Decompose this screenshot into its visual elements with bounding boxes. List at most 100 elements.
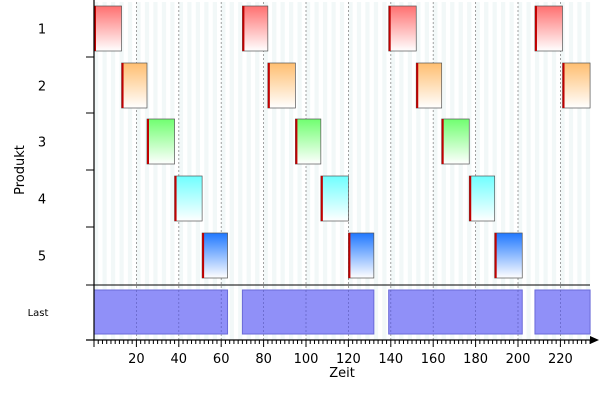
grid-band xyxy=(178,2,184,340)
grid-band xyxy=(119,2,124,340)
grid-band xyxy=(390,2,396,340)
grid-band xyxy=(306,2,311,340)
x-tick-label: 220 xyxy=(548,352,573,367)
y-axis-title: Produkt xyxy=(13,145,28,195)
grid-band xyxy=(467,2,472,340)
grid-band xyxy=(127,2,133,340)
task-bar-edge xyxy=(388,6,391,51)
grid-band xyxy=(543,2,548,340)
grid-band xyxy=(246,2,251,340)
grid-band xyxy=(187,2,192,340)
grid-band xyxy=(221,2,226,340)
task-bar-edge xyxy=(534,6,537,51)
grid-band xyxy=(365,2,370,340)
load-bar xyxy=(534,289,591,335)
grid-band xyxy=(212,2,217,340)
x-tick-label: 80 xyxy=(255,352,272,367)
task-bar-product-3 xyxy=(441,118,470,165)
task-bar-product-3 xyxy=(146,118,175,165)
task-bar-product-4 xyxy=(174,175,203,222)
x-tick-label: 40 xyxy=(171,352,188,367)
grid-band xyxy=(518,2,523,340)
task-bar-edge xyxy=(320,176,323,221)
task-bar-product-2 xyxy=(121,62,148,109)
grid-band xyxy=(339,2,345,340)
grid-band xyxy=(568,2,574,340)
task-bar-product-2 xyxy=(267,62,296,109)
task-bar-product-1 xyxy=(534,5,563,52)
grid-band xyxy=(560,2,565,340)
task-bar-edge xyxy=(147,119,149,164)
y-tick-label: 5 xyxy=(38,250,46,265)
grid-band xyxy=(509,2,514,340)
grid-band xyxy=(441,2,446,340)
task-bar-product-1 xyxy=(242,5,269,52)
axes xyxy=(86,0,599,347)
task-bar-edge xyxy=(202,233,205,278)
grid-band xyxy=(229,2,234,340)
x-axis-arrow xyxy=(590,336,599,344)
x-tick-label: 100 xyxy=(294,352,319,367)
grid-band xyxy=(314,2,319,340)
task-bar-edge xyxy=(267,63,270,108)
x-tick-label: 200 xyxy=(506,352,531,367)
grid-lines xyxy=(86,2,590,340)
grid-band xyxy=(204,2,209,340)
grid-band xyxy=(94,2,99,340)
task-bar-edge xyxy=(469,176,472,221)
task-bar-product-4 xyxy=(320,175,349,222)
task-bar-edge xyxy=(94,6,96,51)
grid-band xyxy=(424,2,429,340)
grid-band xyxy=(416,2,421,340)
grid-band xyxy=(102,2,107,340)
grid-band xyxy=(289,2,294,340)
x-tick-label: 120 xyxy=(336,352,361,367)
grid-band xyxy=(433,2,438,340)
task-bar-edge xyxy=(441,119,444,164)
grid-band xyxy=(110,2,116,340)
tick-labels: 1 2 3 4 5 20 40 60 80 100 120 140 160 180 200 220 xyxy=(38,23,573,368)
task-bar-product-3 xyxy=(295,118,322,165)
grid-band xyxy=(382,2,387,340)
grid-band xyxy=(195,2,200,340)
grid-band xyxy=(450,2,455,340)
task-bar-product-2 xyxy=(415,62,443,109)
grid-band xyxy=(356,2,362,340)
x-tick-label: 20 xyxy=(128,352,145,367)
task-bars xyxy=(93,5,591,279)
x-tick-label: 180 xyxy=(463,352,488,367)
grid-band xyxy=(238,2,243,340)
task-bar-edge xyxy=(348,233,351,278)
grid-band xyxy=(272,2,277,340)
grid-band xyxy=(331,2,336,340)
grid-band xyxy=(170,2,175,340)
grid-band xyxy=(263,2,268,340)
y-tick-label: 2 xyxy=(38,80,46,95)
grid-band xyxy=(373,2,379,340)
y-tick-label: 4 xyxy=(38,193,46,208)
grid-band xyxy=(585,2,591,340)
x-axis-title: Zeit xyxy=(329,366,355,381)
grid-band xyxy=(399,2,404,340)
task-bar-product-5 xyxy=(494,232,523,279)
grid-band xyxy=(255,2,260,340)
load-bar xyxy=(388,289,523,335)
task-bar-product-4 xyxy=(468,175,496,222)
grid-band xyxy=(348,2,353,340)
grid-band xyxy=(322,2,328,340)
x-tick-label: 60 xyxy=(213,352,230,367)
x-tick-label: 160 xyxy=(421,352,446,367)
task-bar-edge xyxy=(121,63,124,108)
load-bar xyxy=(93,289,229,335)
grid-band xyxy=(577,2,582,340)
task-bar-product-1 xyxy=(388,5,417,52)
grid-band xyxy=(297,2,302,340)
grid-band xyxy=(484,2,489,340)
task-bar-edge xyxy=(174,176,177,221)
grid-band xyxy=(551,2,557,340)
task-bar-edge xyxy=(562,63,565,108)
x-tick-label: 140 xyxy=(378,352,403,367)
grid-band xyxy=(534,2,540,340)
task-bar-product-2 xyxy=(562,62,591,109)
load-bar xyxy=(241,289,375,335)
